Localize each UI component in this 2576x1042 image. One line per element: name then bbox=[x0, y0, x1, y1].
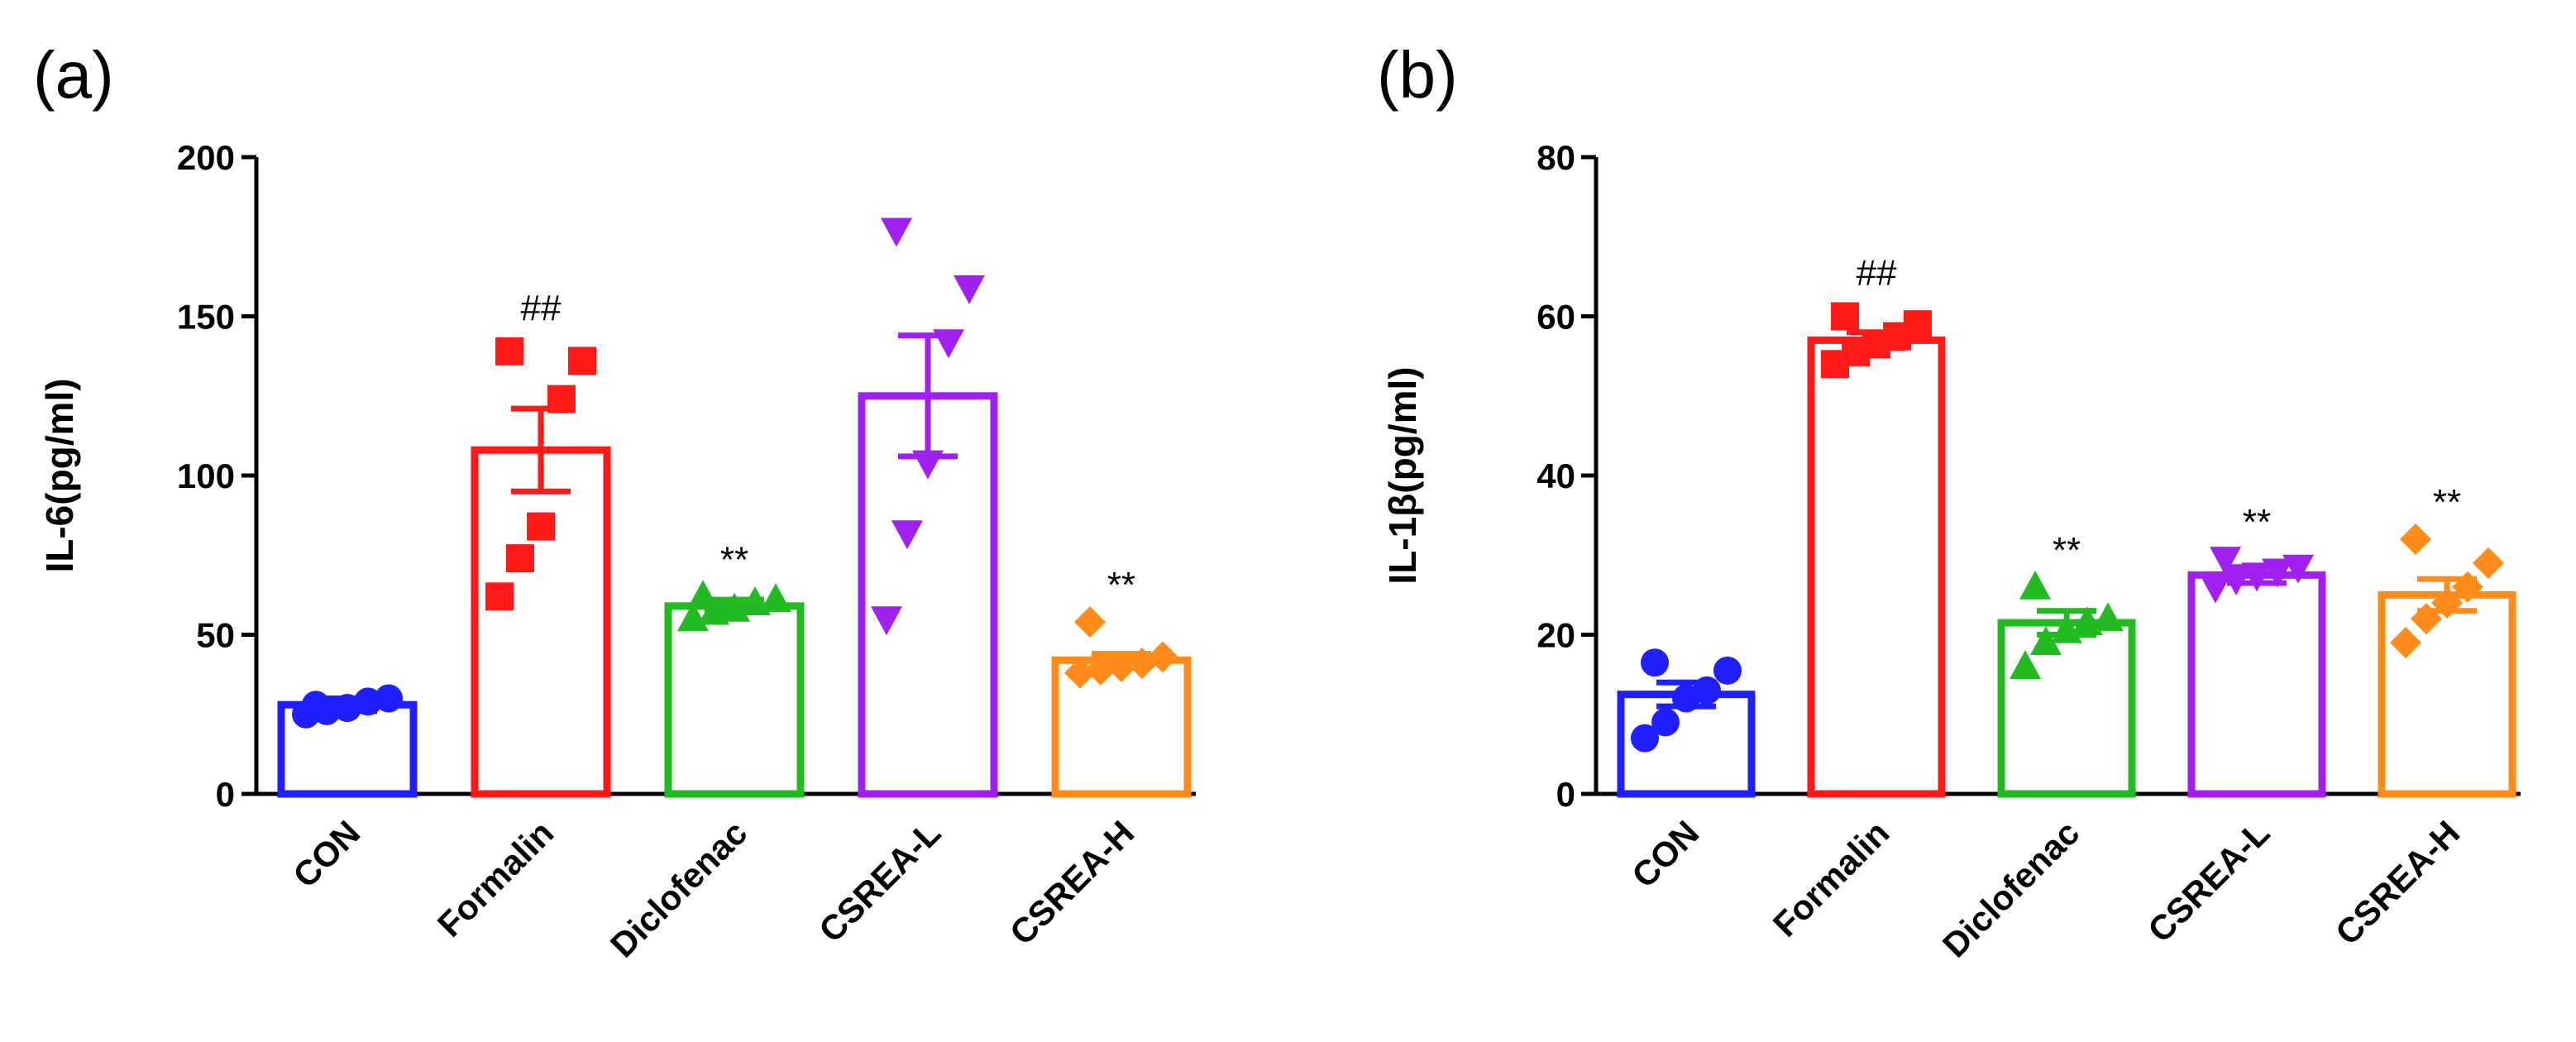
data-point bbox=[1651, 708, 1680, 737]
data-point bbox=[1074, 606, 1106, 638]
data-point bbox=[2241, 562, 2273, 592]
data-point bbox=[2210, 547, 2241, 576]
y-tick-label: 60 bbox=[1537, 298, 1575, 337]
bar-diclofenac bbox=[1997, 619, 2136, 798]
data-point bbox=[1085, 653, 1116, 686]
data-point bbox=[2400, 523, 2431, 555]
data-point bbox=[871, 606, 902, 636]
data-point bbox=[2200, 574, 2231, 604]
y-axis-label: IL-1β(pg/ml) bbox=[1381, 366, 1424, 584]
data-point bbox=[2262, 558, 2293, 588]
data-point bbox=[2473, 547, 2504, 579]
data-point bbox=[953, 275, 985, 304]
data-point bbox=[760, 583, 791, 613]
bar-formalin bbox=[1807, 336, 1946, 798]
data-point bbox=[891, 520, 923, 550]
data-point bbox=[2019, 570, 2051, 600]
x-tick-label: Formalin bbox=[1766, 813, 1897, 944]
data-point bbox=[2282, 554, 2314, 584]
x-tick-label: Formalin bbox=[430, 813, 562, 944]
x-tick-label: CSREA-L bbox=[811, 813, 948, 949]
x-tick-label: CON bbox=[285, 813, 367, 895]
y-tick-label: 0 bbox=[1556, 775, 1575, 814]
significance-label: ## bbox=[521, 288, 562, 328]
y-tick-label: 50 bbox=[196, 616, 235, 655]
significance-label: ** bbox=[2053, 530, 2081, 571]
data-point bbox=[1064, 657, 1096, 689]
bar-formalin bbox=[471, 446, 611, 798]
panel-a: (a) IL-6(pg/ml) 0 50 100 150 200 CON ## Formalin *… bbox=[33, 38, 1196, 965]
significance-label: ** bbox=[2433, 482, 2461, 523]
bar-csrea-h bbox=[2378, 590, 2516, 798]
data-point bbox=[2030, 626, 2062, 656]
data-point bbox=[1904, 310, 1932, 339]
data-point bbox=[1693, 676, 1721, 705]
y-tick-label: 100 bbox=[177, 456, 235, 495]
data-point bbox=[495, 337, 523, 366]
y-tick-label: 80 bbox=[1537, 138, 1575, 177]
data-point bbox=[506, 544, 534, 573]
data-point bbox=[933, 329, 964, 359]
data-point bbox=[527, 512, 555, 541]
y-tick-label: 200 bbox=[177, 138, 235, 177]
x-tick-label: CSREA-H bbox=[1002, 813, 1142, 953]
x-tick-label: Diclofenac bbox=[1935, 813, 2086, 964]
panel-label: (a) bbox=[33, 38, 114, 112]
panel-b: (b) IL-1β(pg/ml) 0 20 40 60 80 CON ## Formalin ** D… bbox=[1377, 38, 2521, 965]
x-tick-label: Diclofenac bbox=[603, 813, 754, 964]
data-point bbox=[2390, 627, 2421, 659]
data-point bbox=[2220, 566, 2252, 596]
data-point bbox=[912, 450, 944, 480]
data-point bbox=[687, 580, 719, 609]
x-tick-label: CSREA-L bbox=[2140, 813, 2277, 949]
y-tick-label: 0 bbox=[216, 775, 235, 814]
data-point bbox=[1631, 724, 1659, 753]
bar-diclofenac bbox=[664, 602, 805, 798]
significance-label: ** bbox=[2243, 502, 2271, 543]
data-point bbox=[375, 684, 403, 713]
data-point bbox=[2092, 602, 2124, 632]
panel-label: (b) bbox=[1377, 38, 1458, 112]
significance-label: ** bbox=[1107, 565, 1135, 605]
data-point bbox=[302, 691, 330, 719]
data-point bbox=[1831, 302, 1859, 331]
y-tick-label: 20 bbox=[1537, 616, 1575, 655]
data-point bbox=[485, 582, 514, 611]
x-tick-label: CON bbox=[1624, 813, 1706, 895]
y-tick-label: 40 bbox=[1537, 456, 1575, 495]
bar-csrea-l bbox=[2187, 571, 2326, 798]
y-tick-label: 150 bbox=[177, 298, 235, 337]
data-point bbox=[568, 347, 596, 375]
data-point bbox=[2051, 614, 2082, 643]
data-point bbox=[1641, 648, 1669, 677]
data-point bbox=[547, 385, 576, 413]
data-point bbox=[1106, 651, 1137, 682]
data-point bbox=[2452, 571, 2483, 603]
data-point bbox=[1147, 641, 1178, 673]
x-tick-label: CSREA-H bbox=[2328, 813, 2468, 953]
data-point bbox=[1713, 656, 1742, 685]
data-point bbox=[2010, 650, 2041, 679]
data-point bbox=[2411, 603, 2442, 635]
significance-label: ## bbox=[1857, 253, 1897, 294]
data-point bbox=[2431, 587, 2463, 619]
data-point bbox=[881, 217, 912, 247]
significance-label: ** bbox=[720, 539, 748, 580]
data-point bbox=[354, 687, 382, 716]
y-axis-label: IL-6(pg/ml) bbox=[38, 378, 81, 572]
